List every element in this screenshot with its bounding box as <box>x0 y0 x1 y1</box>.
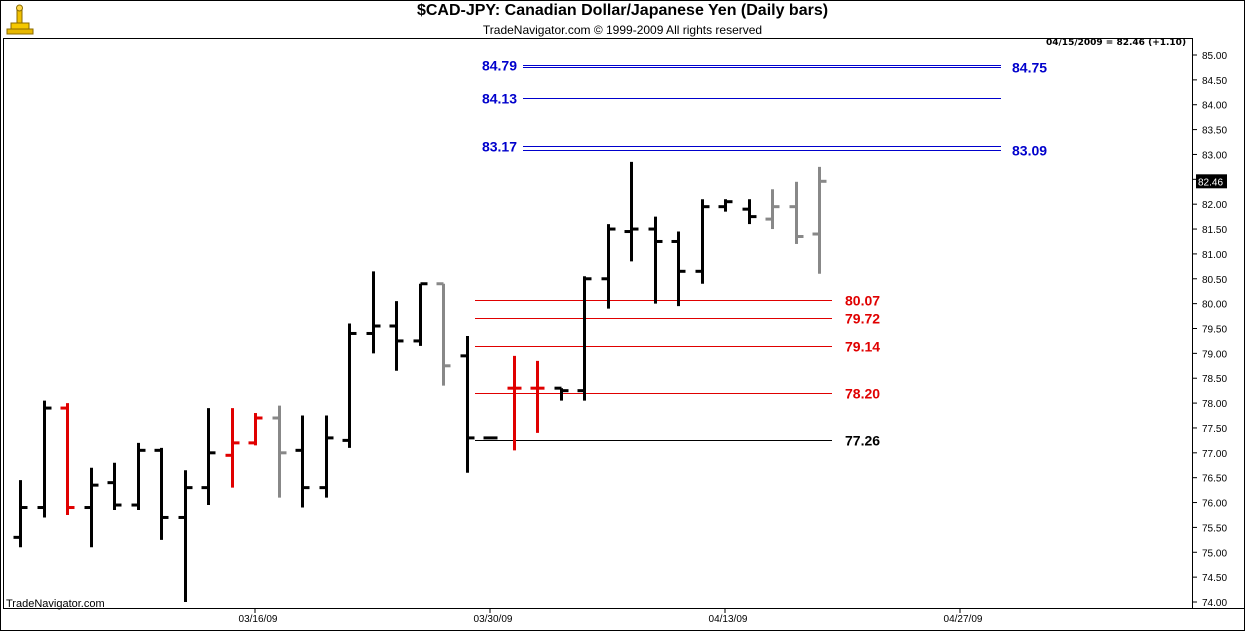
x-tick-label: 03/30/09 <box>474 614 513 625</box>
ohlc-bar <box>812 166 827 274</box>
ohlc-bar <box>13 480 28 548</box>
ohlc-bar <box>60 403 75 515</box>
last-price-label: 82.46 <box>1198 177 1223 188</box>
y-tick-label: 79.50 <box>1202 325 1227 336</box>
ohlc-bar <box>342 323 357 448</box>
level-label: 79.14 <box>845 339 880 355</box>
y-tick-label: 81.00 <box>1202 250 1227 261</box>
y-tick-label: 78.00 <box>1202 399 1227 410</box>
ohlc-bar <box>389 301 404 371</box>
y-tick-label: 82.50 <box>1202 175 1227 186</box>
ohlc-bar <box>201 408 216 506</box>
level-label: 84.79 <box>482 58 517 74</box>
y-tick-label: 75.00 <box>1202 548 1227 559</box>
y-tick-label: 83.50 <box>1202 126 1227 137</box>
ohlc-bar <box>272 405 287 498</box>
ohlc-bar <box>554 386 569 401</box>
level-label: 77.26 <box>845 433 880 449</box>
y-tick-label: 82.00 <box>1202 200 1227 211</box>
ohlc-bar <box>601 224 616 309</box>
x-tick-label: 04/13/09 <box>709 614 748 625</box>
y-tick-label: 81.50 <box>1202 225 1227 236</box>
ohlc-bar <box>225 408 240 488</box>
ohlc-bar <box>154 447 169 540</box>
y-tick-label: 85.00 <box>1202 51 1227 62</box>
ohlc-bar <box>671 231 686 307</box>
copyright-subtitle: TradeNavigator.com © 1999-2009 All right… <box>482 23 763 37</box>
y-tick-label: 80.50 <box>1202 275 1227 286</box>
y-tick-label: 78.50 <box>1202 374 1227 385</box>
level-label: 80.07 <box>845 293 880 309</box>
level-label: 84.13 <box>482 91 517 107</box>
ohlc-bar <box>695 199 710 284</box>
chart-title: $CAD-JPY: Canadian Dollar/Japanese Yen (… <box>416 2 829 19</box>
level-label: 83.17 <box>482 139 517 155</box>
y-tick-label: 80.00 <box>1202 300 1227 311</box>
ohlc-bar <box>765 189 780 230</box>
ohlc-bar <box>366 271 381 354</box>
ohlc-bar <box>624 161 639 262</box>
y-tick-label: 83.00 <box>1202 150 1227 161</box>
ohlc-bar <box>460 335 475 473</box>
ohlc-bar <box>789 181 804 244</box>
ohlc-bar <box>648 216 663 304</box>
ohlc-bar <box>436 282 451 386</box>
brand-watermark: TradeNavigator.com <box>6 598 105 610</box>
y-tick-label: 74.50 <box>1202 573 1227 584</box>
ohlc-bar <box>131 442 146 511</box>
level-label: 79.72 <box>845 311 880 327</box>
y-tick-label: 76.00 <box>1202 499 1227 510</box>
last-price-marker <box>1196 174 1227 189</box>
ohlc-bar <box>413 282 428 346</box>
y-tick-label: 74.00 <box>1202 598 1227 609</box>
plot-frame <box>3 38 1193 609</box>
level-label: 83.09 <box>1012 143 1047 159</box>
ohlc-bar <box>248 413 263 446</box>
ohlc-bar <box>742 199 757 225</box>
ohlc-bar <box>507 355 522 451</box>
ohlc-bar <box>178 470 193 602</box>
level-label: 84.75 <box>1012 60 1047 76</box>
x-tick-label: 03/16/09 <box>239 614 278 625</box>
ohlc-bar <box>577 276 592 401</box>
y-tick-label: 77.00 <box>1202 449 1227 460</box>
x-tick-label: 04/27/09 <box>944 614 983 625</box>
y-tick-label: 79.00 <box>1202 349 1227 360</box>
ohlc-bar <box>84 467 99 548</box>
ohlc-bar <box>107 462 122 511</box>
ohlc-bar <box>718 199 733 212</box>
ohlc-bar <box>319 415 334 498</box>
y-tick-label: 77.50 <box>1202 424 1227 435</box>
y-tick-label: 84.50 <box>1202 76 1227 87</box>
y-tick-label: 76.50 <box>1202 474 1227 485</box>
y-tick-label: 75.50 <box>1202 523 1227 534</box>
level-label: 78.20 <box>845 386 880 402</box>
last-quote-label: 04/15/2009 = 82.46 (+1.10) <box>1046 38 1187 48</box>
y-tick-label: 84.00 <box>1202 101 1227 112</box>
ohlc-bar <box>295 415 310 508</box>
ohlc-bar <box>530 360 545 433</box>
ohlc-bar <box>37 400 52 518</box>
